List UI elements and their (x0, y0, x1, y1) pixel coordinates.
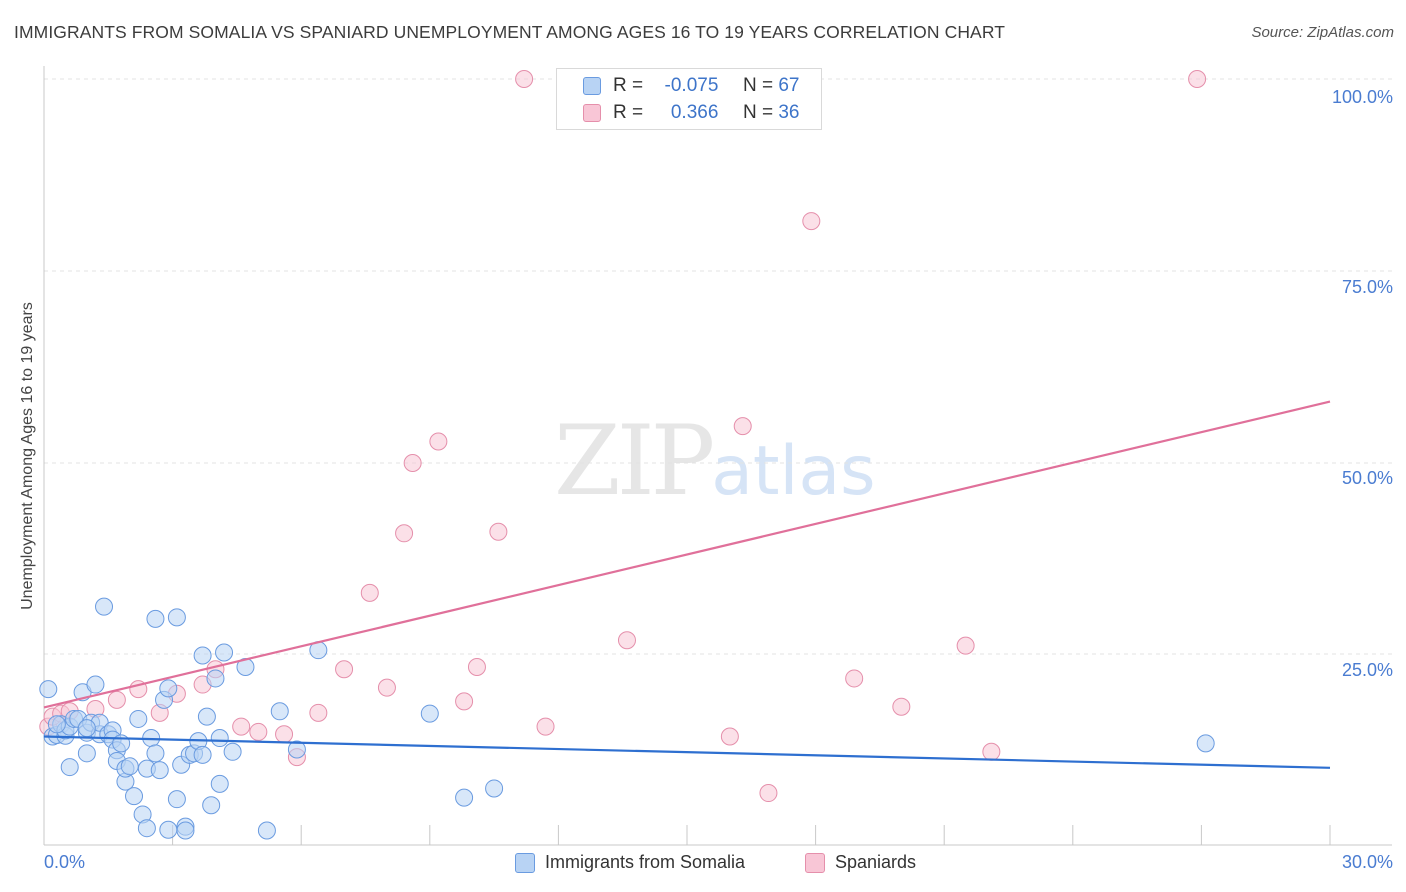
somalia-point (146, 744, 165, 763)
somalia-point (176, 821, 195, 840)
somalia-point (257, 821, 276, 840)
spaniards-point (802, 212, 821, 231)
legend-spaniards-text: R = 0.366 N = 36 (613, 102, 799, 124)
y-tick-label-100: 100.0% (1331, 87, 1393, 107)
somalia-point (270, 702, 289, 721)
chart-title: IMMIGRANTS FROM SOMALIA VS SPANIARD UNEM… (14, 22, 1006, 42)
somalia-point (86, 675, 105, 694)
spaniards-point (759, 784, 778, 803)
x-tick-label-min: 0.0% (44, 852, 86, 872)
somalia-point (193, 745, 212, 764)
somalia-point (159, 679, 178, 698)
spaniards-legend-label: Spaniards (835, 852, 917, 872)
trend-lines (43, 400, 1331, 769)
somalia-point (485, 779, 504, 798)
spaniards-point (467, 657, 486, 676)
y-tick-label-75: 75.0% (1341, 277, 1393, 297)
y-tick-label-50: 50.0% (1341, 468, 1393, 488)
spaniards-point (429, 432, 448, 451)
somalia-point (77, 744, 96, 763)
somalia-point (60, 758, 79, 777)
somalia-point (47, 715, 66, 734)
series-spaniards (39, 70, 1207, 803)
somalia-point (193, 646, 212, 665)
spaniards-point (395, 524, 414, 543)
spaniards-point (617, 631, 636, 650)
spaniards-point (360, 583, 379, 602)
somalia-point (1196, 734, 1215, 753)
spaniards-swatch (583, 104, 601, 122)
grid-lines (44, 78, 1392, 655)
somalia-point (137, 819, 156, 838)
somalia-point (129, 709, 148, 728)
spaniards-point (249, 722, 268, 741)
spaniards-n-value: 36 (778, 102, 800, 123)
spaniards-point (956, 636, 975, 655)
somalia-r-label: R = (613, 75, 644, 96)
spaniards-point (733, 417, 752, 436)
watermark: ZIPatlas (554, 405, 876, 517)
somalia-point (206, 669, 225, 688)
spaniards-point (720, 727, 739, 746)
somalia-point (455, 788, 474, 807)
correlation-legend: R = -0.075 N = 67 R = 0.366 N = 36 (556, 68, 822, 130)
somalia-point (146, 609, 165, 628)
spaniards-r-value: 0.366 (670, 102, 719, 123)
spaniards-point (232, 717, 251, 736)
spaniards-point (982, 742, 1001, 761)
somalia-point (77, 719, 96, 738)
spaniards-point (489, 522, 508, 541)
somalia-point (167, 608, 186, 627)
somalia-legend-swatch (515, 853, 535, 873)
somalia-point (197, 707, 216, 726)
spaniards-point (309, 703, 328, 722)
somalia-point (150, 761, 169, 780)
source-credit: Source: ZipAtlas.com (1251, 24, 1394, 41)
somalia-point (125, 787, 144, 806)
somalia-trend-line (43, 735, 1331, 769)
somalia-point (202, 796, 221, 815)
spaniards-n-label: N = (742, 102, 774, 123)
watermark-zip: ZIP (554, 405, 715, 517)
somalia-point (159, 820, 178, 839)
y-axis-label: Unemployment Among Ages 16 to 19 years (19, 302, 36, 610)
series-somalia (39, 597, 1215, 840)
somalia-point (210, 774, 229, 793)
somalia-swatch (583, 77, 601, 95)
spaniards-point (403, 454, 422, 472)
y-tick-label-25: 25.0% (1341, 660, 1393, 680)
somalia-point (223, 742, 242, 761)
somalia-point (167, 790, 186, 809)
somalia-point (215, 643, 234, 662)
somalia-r-value: -0.075 (664, 75, 719, 96)
spaniards-point (107, 690, 126, 709)
spaniards-point (1188, 70, 1207, 88)
somalia-n-label: N = (742, 75, 774, 96)
spaniards-trend-line (43, 400, 1331, 709)
somalia-point (120, 757, 139, 776)
spaniards-point (335, 660, 354, 679)
somalia-point (95, 597, 114, 616)
somalia-point (420, 704, 439, 723)
somalia-point (210, 729, 229, 748)
spaniards-point (515, 70, 534, 88)
watermark-atlas: atlas (711, 432, 876, 511)
spaniards-legend-swatch (805, 853, 825, 873)
x-tick-label-max: 30.0% (1341, 852, 1393, 872)
somalia-n-value: 67 (778, 75, 800, 96)
spaniards-point (845, 669, 864, 688)
spaniards-point (455, 692, 474, 711)
spaniards-point (536, 717, 555, 736)
spaniards-point (377, 678, 396, 697)
somalia-point (287, 740, 306, 759)
spaniards-r-label: R = (613, 102, 644, 123)
legend-somalia-text: R = -0.075 N = 67 (613, 75, 799, 97)
somalia-point (39, 680, 58, 699)
spaniards-point (892, 697, 911, 716)
spaniards-point (275, 725, 294, 744)
somalia-legend-label: Immigrants from Somalia (545, 852, 746, 872)
